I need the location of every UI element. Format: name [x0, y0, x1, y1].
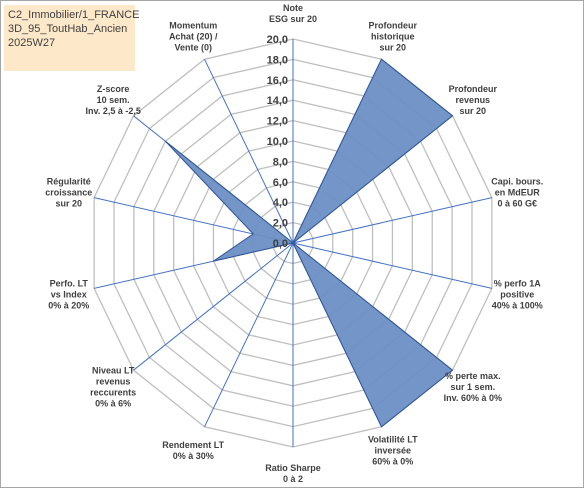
- axis-label-line: reccurents: [90, 387, 136, 397]
- axis-label-line: Profondeur: [449, 84, 498, 94]
- axis-label: % perte max. sur 1 sem. Inv. 60% à 0%: [444, 371, 502, 403]
- data-area: [165, 58, 454, 428]
- axis-label: Volatilité LT inversée 60% à 0%: [368, 435, 418, 467]
- axis-label: Perfo. LT vs Index 0% à 20%: [48, 279, 89, 311]
- tick-label: 2,0: [273, 218, 288, 230]
- header-line-2: 3D_95_ToutHab_Ancien: [8, 23, 128, 35]
- axis-label-line: Inv. 2,5 à -2,5: [85, 106, 140, 116]
- axis-label-line: 0% à 20%: [48, 301, 89, 311]
- axis-label-line: revenus: [456, 95, 491, 105]
- axis-label: % perfo 1A positive 40% à 100%: [492, 279, 543, 311]
- axis-label-line: sur 20: [460, 106, 487, 116]
- axis-label-line: ESG sur 20: [269, 14, 317, 24]
- axis-label-line: % perte max.: [445, 371, 501, 381]
- tick-label: 16,0: [267, 75, 288, 87]
- axis-label: Note ESG sur 20: [269, 3, 317, 24]
- axis-label-line: inversée: [375, 446, 412, 456]
- tick-label: 18,0: [267, 54, 288, 66]
- axis-label-line: 60% à 0%: [372, 457, 413, 467]
- axis-label-line: 0% à 30%: [173, 451, 214, 461]
- axis-label: Régularité croissance sur 20: [45, 176, 92, 208]
- axis-label-line: Profondeur: [369, 20, 418, 30]
- axis-label: Niveau LT revenus reccurents 0% à 6%: [90, 365, 136, 408]
- axis-label: Capi. bours. en MdEUR 0 à 60 G€: [491, 176, 543, 208]
- axis-label-line: Perfo. LT: [50, 279, 89, 289]
- axis-label-line: sur 20: [56, 198, 83, 208]
- axis-spoke: [204, 58, 294, 244]
- axis-label-line: Capi. bours.: [491, 176, 543, 186]
- axis-label: Z-score 10 sem. Inv. 2,5 à -2,5: [85, 84, 140, 116]
- header-line-3: 2025W27: [8, 37, 56, 49]
- axis-label-line: croissance: [45, 187, 92, 197]
- axis-label-line: Z-score: [97, 84, 130, 94]
- axis-label: Profondeur historique sur 20: [369, 20, 418, 52]
- axis-label-line: % perfo 1A: [494, 279, 542, 289]
- axis-label-line: Régularité: [47, 176, 91, 186]
- axis-label-line: sur 20: [380, 42, 407, 52]
- axis-label-line: historique: [371, 31, 415, 41]
- axis-label-line: Volatilité LT: [368, 435, 418, 445]
- axis-label-line: sur 1 sem.: [451, 382, 496, 392]
- axis-label: Momentum Achat (20) / Vente (0): [169, 20, 218, 52]
- axis-label: Ratio Sharpe 0 à 2: [265, 463, 321, 484]
- axis-label: Rendement LT 0% à 30%: [162, 440, 224, 461]
- tick-label: 0,0: [273, 238, 288, 250]
- axis-label-line: Achat (20) /: [169, 31, 218, 41]
- tick-label: 14,0: [267, 95, 288, 107]
- axis-spoke: [204, 242, 294, 428]
- axis-label-line: Ratio Sharpe: [265, 463, 321, 473]
- tick-label: 4,0: [273, 197, 288, 209]
- tick-label: 20,0: [267, 34, 288, 46]
- axis-label: Profondeur revenus sur 20: [449, 84, 498, 116]
- axis-label-line: en MdEUR: [495, 187, 541, 197]
- axis-label-line: Inv. 60% à 0%: [444, 393, 502, 403]
- axis-spoke: [133, 242, 294, 371]
- chart-header: C2_Immobilier/1_FRANCE 3D_95_ToutHab_Anc…: [4, 5, 140, 71]
- axis-label-line: Note: [283, 3, 303, 13]
- axis-label-line: positive: [500, 290, 534, 300]
- axis-label-line: 0% à 6%: [95, 398, 131, 408]
- axis-spoke: [292, 242, 492, 289]
- axis-label-line: Momentum: [169, 20, 217, 30]
- header-line-1: C2_Immobilier/1_FRANCE: [8, 9, 140, 21]
- axis-label-line: 10 sem.: [97, 95, 130, 105]
- tick-label: 8,0: [273, 156, 288, 168]
- axis-label-line: Rendement LT: [162, 440, 224, 450]
- axis-label-line: revenus: [96, 376, 131, 386]
- axis-spoke: [292, 197, 492, 244]
- tick-label: 10,0: [267, 136, 288, 148]
- axis-label-line: Niveau LT: [92, 365, 135, 375]
- axis-label-line: 0 à 60 G€: [497, 198, 537, 208]
- tick-label: 6,0: [273, 177, 288, 189]
- axis-label-line: vs Index: [51, 290, 87, 300]
- tick-label: 12,0: [267, 116, 288, 128]
- axis-label-line: Vente (0): [174, 42, 212, 52]
- axis-label-line: 40% à 100%: [492, 301, 543, 311]
- axis-label-line: 0 à 2: [283, 474, 303, 484]
